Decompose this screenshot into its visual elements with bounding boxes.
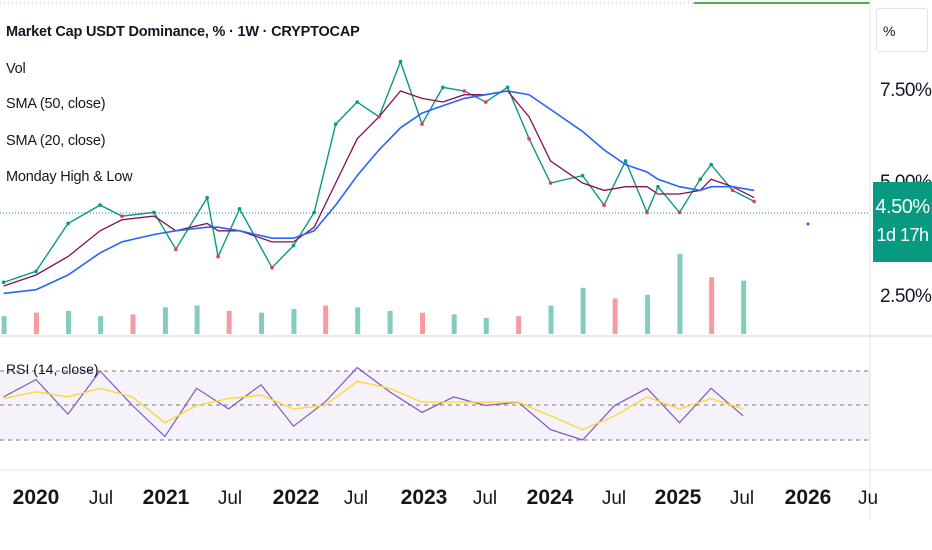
- price-scale-unit[interactable]: %: [876, 8, 928, 52]
- volume-bar: [387, 310, 393, 334]
- price-point: [709, 162, 713, 167]
- volume-bar: [98, 316, 104, 334]
- volume-bar: [741, 280, 747, 334]
- rsi-ma-line: [3, 380, 744, 431]
- volume-bar: [355, 307, 361, 334]
- price-point: [34, 269, 38, 274]
- price-point: [66, 221, 70, 226]
- volume-bar: [548, 305, 554, 334]
- last-price-label: 4.50% 1d 17h: [873, 182, 932, 262]
- x-tick-label: 2025: [654, 486, 702, 509]
- x-tick-label: 2026: [784, 486, 832, 509]
- volume-bar: [291, 309, 297, 334]
- x-tick-label: Jul: [601, 488, 627, 509]
- x-tick-label: Jul: [88, 488, 114, 509]
- price-point: [698, 177, 703, 182]
- volume-bar: [323, 305, 329, 334]
- x-tick-label: Jul: [217, 488, 243, 509]
- sma20-line: [3, 90, 755, 287]
- price-scale-unit-label: %: [883, 23, 896, 39]
- chart-title[interactable]: Market Cap USDT Dominance, % · 1W · CRYP…: [6, 24, 360, 40]
- volume-bar: [420, 312, 425, 334]
- bar-countdown: 1d 17h: [876, 225, 929, 245]
- price-point: [420, 122, 424, 126]
- price-point: [174, 247, 178, 252]
- volume-bar: [580, 287, 586, 334]
- x-tick-label: 2021: [142, 486, 190, 509]
- price-point: [645, 210, 649, 215]
- volume-bar: [162, 307, 168, 334]
- price-point: [1, 280, 6, 285]
- price-point: [152, 210, 156, 215]
- price-point: [355, 100, 359, 104]
- volume-bar: [483, 318, 489, 334]
- x-tick-label: 2024: [526, 486, 574, 509]
- volume-legend[interactable]: Vol: [6, 61, 26, 77]
- price-point: [677, 210, 682, 215]
- volume-bar: [709, 277, 715, 334]
- rsi-line: [3, 366, 744, 441]
- volume-bar: [194, 305, 200, 334]
- sma50-legend[interactable]: SMA (50, close): [6, 96, 106, 112]
- sma20-legend[interactable]: SMA (20, close): [6, 133, 106, 149]
- price-point: [205, 195, 209, 200]
- volume-bar: [1, 316, 7, 334]
- x-tick-label: Ju: [857, 488, 879, 509]
- price-point: [98, 203, 102, 207]
- last-price-value: 4.50%: [875, 196, 930, 218]
- y-tick-label: 2.50%: [880, 286, 932, 307]
- price-point: [333, 122, 338, 126]
- price-point: [398, 59, 403, 64]
- volume-bar: [34, 312, 39, 334]
- price-point: [312, 210, 317, 215]
- price-point: [440, 85, 445, 90]
- volume-bar: [677, 254, 683, 334]
- volume-bar: [66, 310, 72, 334]
- x-tick-label: Jul: [343, 488, 369, 509]
- price-point: [462, 89, 467, 93]
- price-point: [270, 265, 274, 270]
- price-point: [656, 184, 660, 189]
- x-tick-label: 2023: [400, 486, 448, 509]
- volume-bar: [612, 298, 618, 334]
- price-point: [580, 173, 585, 178]
- price-point: [623, 159, 628, 163]
- volume-bar: [226, 310, 232, 334]
- monday-high-low-legend[interactable]: Monday High & Low: [6, 169, 133, 185]
- price-line: [3, 59, 755, 284]
- future-marker: [806, 222, 810, 226]
- sma50-line: [3, 90, 755, 295]
- volume-bar: [516, 316, 522, 334]
- price-point: [602, 203, 606, 207]
- price-point: [377, 114, 381, 119]
- y-tick-label: 7.50%: [880, 80, 932, 101]
- price-point: [216, 254, 220, 259]
- x-tick-label: Jul: [472, 488, 498, 509]
- price-point: [527, 137, 531, 141]
- price-point: [120, 214, 124, 218]
- x-tick-label: 2020: [12, 486, 60, 509]
- price-point: [505, 85, 510, 90]
- x-tick-label: Jul: [729, 488, 755, 509]
- price-point: [730, 188, 735, 193]
- x-tick-label: 2022: [272, 486, 320, 509]
- volume-bar: [259, 312, 265, 334]
- volume-bar: [130, 314, 136, 334]
- volume-bar: [451, 314, 457, 334]
- volume-bar: [645, 294, 651, 334]
- price-point: [548, 181, 553, 185]
- price-point: [237, 206, 242, 211]
- rsi-legend[interactable]: RSI (14, close): [6, 361, 99, 377]
- price-point: [291, 243, 296, 248]
- price-point: [752, 199, 756, 204]
- price-point: [483, 100, 488, 104]
